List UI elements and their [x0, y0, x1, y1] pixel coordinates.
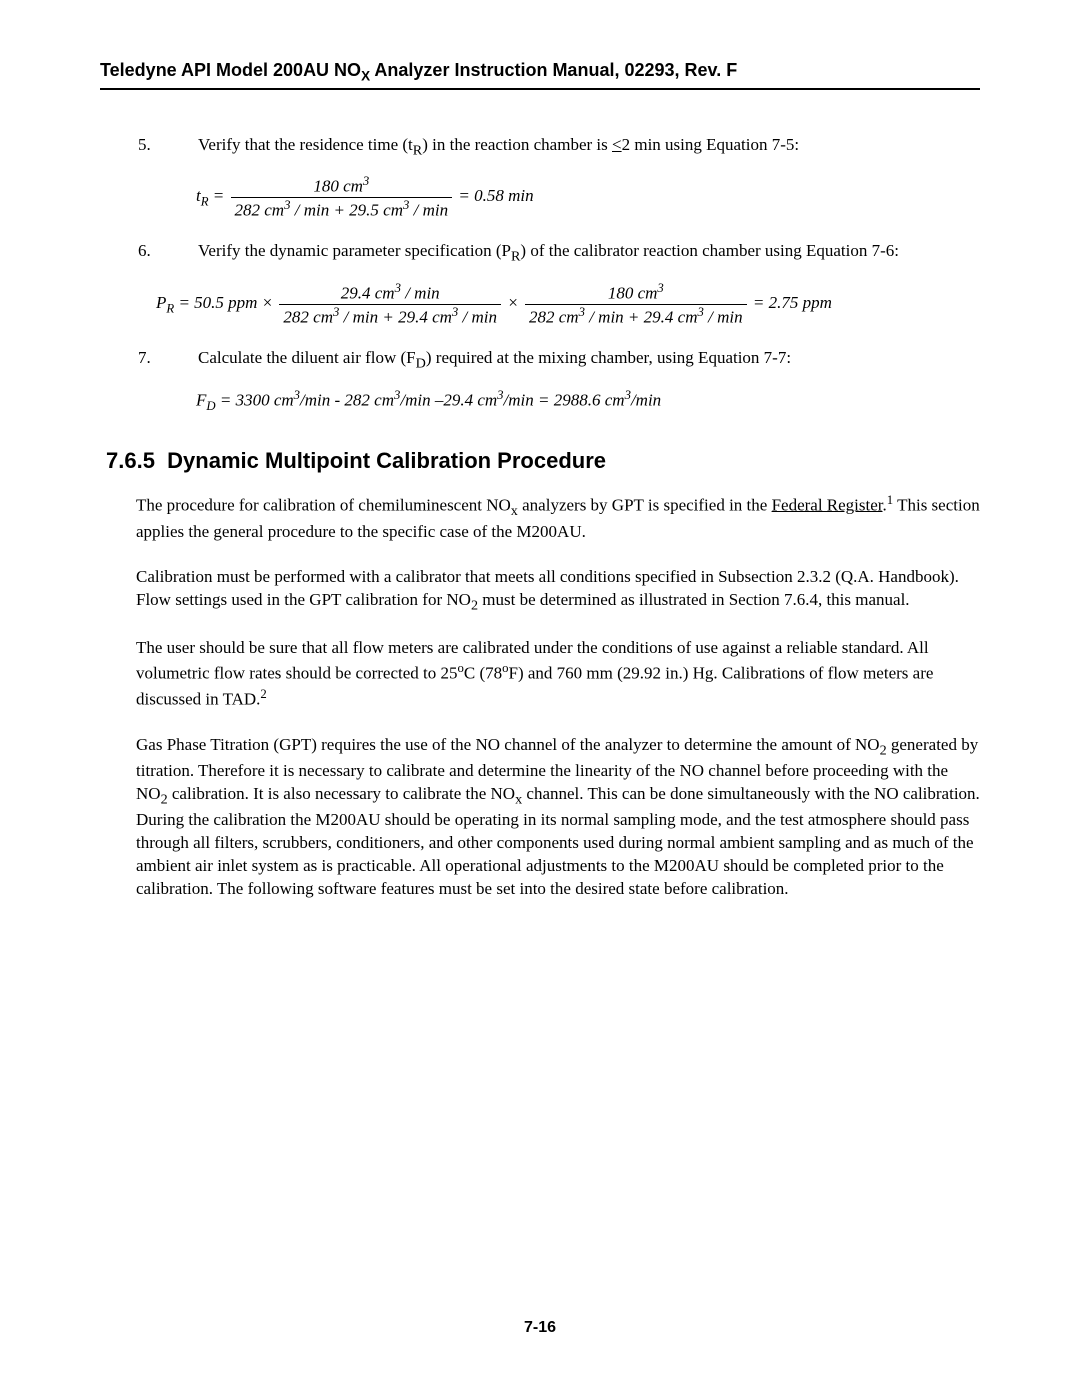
p3b: C (78 — [464, 664, 502, 683]
section-title: Dynamic Multipoint Calibration Procedure — [167, 448, 606, 473]
eq5-lhs-sub: R — [201, 195, 209, 209]
p3sup2: 2 — [260, 687, 266, 701]
header-title-a: Teledyne API Model 200AU NO — [100, 60, 361, 80]
section-num: 7.6.5 — [106, 448, 155, 473]
t5b: ) in the reaction chamber is — [422, 135, 612, 154]
page: Teledyne API Model 200AU NOX Analyzer In… — [0, 0, 1080, 1397]
t7b: ) required at the mixing chamber, using … — [426, 348, 791, 367]
eq5-num-sup: 3 — [363, 174, 369, 188]
t6b: ) of the calibrator reaction chamber usi… — [520, 241, 899, 260]
t6a: Verify the dynamic parameter specificati… — [198, 241, 511, 260]
eq6-f2n1: 180 cm — [608, 284, 658, 303]
eq5-den: 282 cm3 / min + 29.5 cm3 / min — [231, 197, 453, 221]
eq7a: F — [196, 390, 206, 409]
eq6-f1d3: / min — [458, 307, 497, 326]
header-sub: X — [361, 69, 370, 84]
section-heading: 7.6.5 Dynamic Multipoint Calibration Pro… — [106, 448, 980, 474]
eq6-f1d: 282 cm3 / min + 29.4 cm3 / min — [279, 304, 501, 328]
eq6-f2ns: 3 — [657, 281, 663, 295]
para-2: Calibration must be performed with a cal… — [136, 566, 980, 615]
eq6-f1d2: / min + 29.4 cm — [339, 307, 452, 326]
eq6-f2d2: / min + 29.4 cm — [585, 307, 698, 326]
eq6-frac2: 180 cm3 282 cm3 / min + 29.4 cm3 / min — [525, 281, 747, 327]
eq6-f1d1: 282 cm — [283, 307, 333, 326]
p4c: calibration. It is also necessary to cal… — [168, 784, 515, 803]
list-item-5: 5. Verify that the residence time (tR) i… — [138, 134, 980, 161]
eq6-f1n2: / min — [401, 284, 440, 303]
p4a: Gas Phase Titration (GPT) requires the u… — [136, 735, 880, 754]
page-header: Teledyne API Model 200AU NOX Analyzer In… — [100, 60, 980, 84]
eq7c: /min - 282 cm — [300, 390, 394, 409]
p1b: analyzers by GPT is specified in the — [518, 495, 772, 514]
para-4: Gas Phase Titration (GPT) requires the u… — [136, 734, 980, 902]
t7a: Calculate the diluent air flow (F — [198, 348, 416, 367]
eq5-d1: 282 cm — [235, 200, 285, 219]
list-body-7: Calculate the diluent air flow (FD) requ… — [198, 347, 980, 374]
eq7b: = 3300 cm — [216, 390, 294, 409]
eq5-rhs: = 0.58 min — [454, 186, 533, 205]
eq6-f2d: 282 cm3 / min + 29.4 cm3 / min — [525, 304, 747, 328]
t5-sub: R — [413, 142, 422, 158]
equation-7-7: FD = 3300 cm3/min - 282 cm3/min –29.4 cm… — [196, 388, 980, 414]
list-body-6: Verify the dynamic parameter specificati… — [198, 240, 980, 267]
p1c: Federal Register — [772, 495, 883, 514]
list-body-5: Verify that the residence time (tR) in t… — [198, 134, 980, 161]
p4s2: 2 — [161, 791, 168, 807]
eq7e: /min = 2988.6 cm — [504, 390, 625, 409]
eq7d: /min –29.4 cm — [400, 390, 497, 409]
eq5-num: 180 cm3 — [231, 174, 453, 197]
list-num-5: 5. — [138, 134, 198, 161]
p4s1: 2 — [880, 742, 887, 758]
eq6-frac1: 29.4 cm3 / min 282 cm3 / min + 29.4 cm3 … — [279, 281, 501, 327]
eq6-lhs: P — [156, 293, 166, 312]
eq5-d3: / min — [409, 200, 448, 219]
t5c: 2 min using Equation 7-5: — [622, 135, 800, 154]
t6-sub: R — [511, 249, 520, 265]
para-1: The procedure for calibration of chemilu… — [136, 492, 980, 544]
t5-le: < — [612, 135, 622, 154]
p1sub: x — [511, 503, 518, 519]
eq6-f1n1: 29.4 cm — [341, 284, 395, 303]
header-title-b: Analyzer Instruction Manual, 02293, Rev.… — [370, 60, 737, 80]
header-rule — [100, 88, 980, 90]
equation-7-5: tR = 180 cm3 282 cm3 / min + 29.5 cm3 / … — [196, 174, 980, 220]
t7-sub: D — [416, 356, 426, 372]
eq5-d2: / min + 29.5 cm — [290, 200, 403, 219]
eq6-rhs: = 2.75 ppm — [749, 293, 832, 312]
eq5-num-t: 180 cm — [313, 177, 363, 196]
list-num-7: 7. — [138, 347, 198, 374]
list-num-6: 6. — [138, 240, 198, 267]
t5a: Verify that the residence time (t — [198, 135, 413, 154]
eq7sub: D — [206, 399, 215, 413]
equation-7-6: PR = 50.5 ppm × 29.4 cm3 / min 282 cm3 /… — [156, 281, 980, 327]
eq6-f2d3: / min — [704, 307, 743, 326]
eq6-mid: × — [503, 293, 523, 312]
list-item-6: 6. Verify the dynamic parameter specific… — [138, 240, 980, 267]
eq7f: /min — [631, 390, 661, 409]
page-number: 7-16 — [0, 1319, 1080, 1337]
list-item-7: 7. Calculate the diluent air flow (FD) r… — [138, 347, 980, 374]
eq6-f2n: 180 cm3 — [525, 281, 747, 304]
eq5-frac: 180 cm3 282 cm3 / min + 29.5 cm3 / min — [231, 174, 453, 220]
eq6-f1n: 29.4 cm3 / min — [279, 281, 501, 304]
eq6-f2d1: 282 cm — [529, 307, 579, 326]
p2b: must be determined as illustrated in Sec… — [478, 590, 910, 609]
para-3: The user should be sure that all flow me… — [136, 637, 980, 711]
p2sub: 2 — [471, 597, 478, 613]
p1a: The procedure for calibration of chemilu… — [136, 495, 511, 514]
eq6-pre: = 50.5 ppm × — [174, 293, 277, 312]
